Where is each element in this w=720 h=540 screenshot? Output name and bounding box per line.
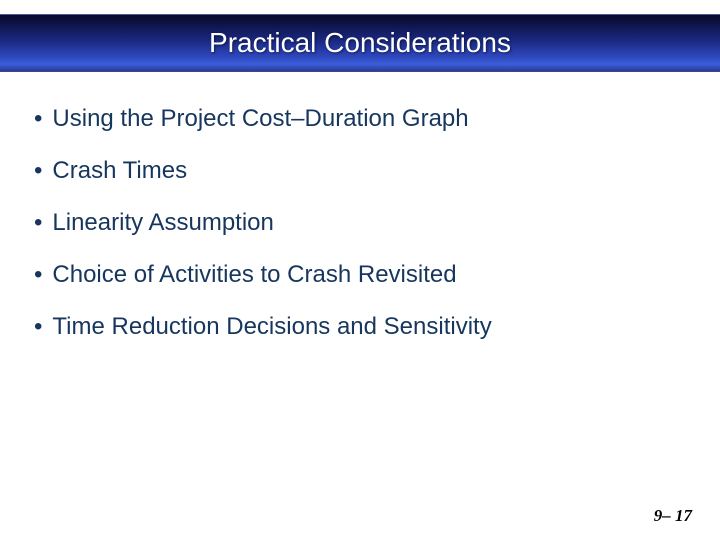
bullet-marker: • <box>34 260 42 290</box>
bullet-marker: • <box>34 312 42 342</box>
bullet-marker: • <box>34 104 42 134</box>
bullet-text: Time Reduction Decisions and Sensitivity <box>52 312 491 342</box>
bullet-text: Linearity Assumption <box>52 208 273 238</box>
page-number: 9– 17 <box>654 506 692 526</box>
bullet-marker: • <box>34 208 42 238</box>
slide-title: Practical Considerations <box>209 27 511 59</box>
bullet-item: • Using the Project Cost–Duration Graph <box>34 104 686 134</box>
bullet-item: • Crash Times <box>34 156 686 186</box>
bullet-text: Crash Times <box>52 156 187 186</box>
bullet-list: • Using the Project Cost–Duration Graph … <box>34 104 686 364</box>
slide-container: Practical Considerations • Using the Pro… <box>0 0 720 540</box>
bullet-text: Choice of Activities to Crash Revisited <box>52 260 456 290</box>
title-bar: Practical Considerations <box>0 14 720 72</box>
bullet-marker: • <box>34 156 42 186</box>
bullet-text: Using the Project Cost–Duration Graph <box>52 104 468 134</box>
bullet-item: • Time Reduction Decisions and Sensitivi… <box>34 312 686 342</box>
bullet-item: • Linearity Assumption <box>34 208 686 238</box>
bullet-item: • Choice of Activities to Crash Revisite… <box>34 260 686 290</box>
